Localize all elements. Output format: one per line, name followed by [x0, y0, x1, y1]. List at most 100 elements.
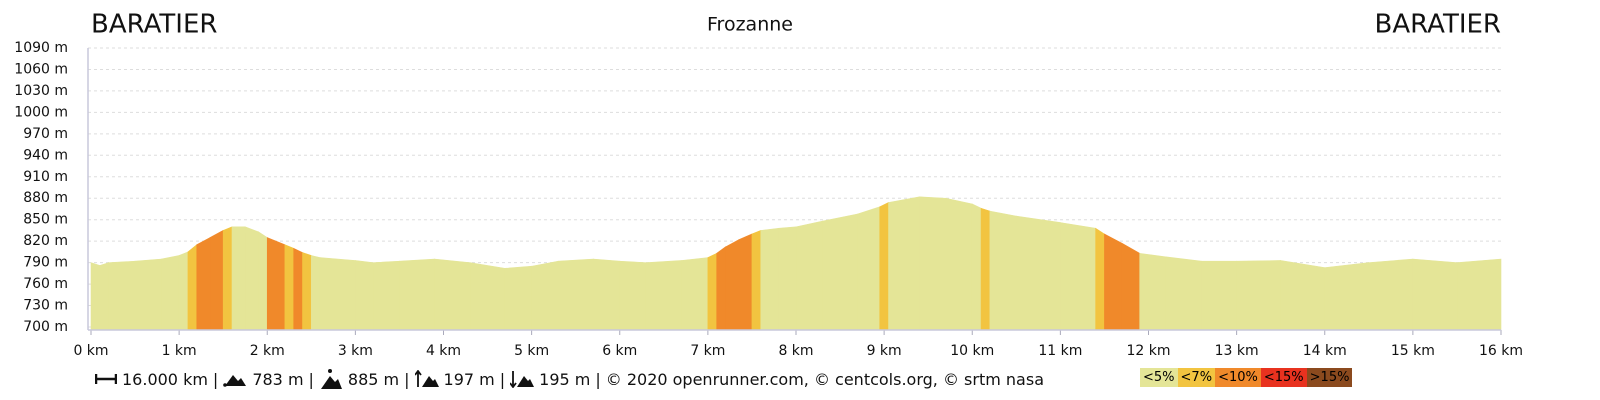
profile-segment	[1201, 260, 1237, 331]
profile-segment	[1324, 262, 1370, 331]
y-tick-label: 940 m	[23, 147, 68, 163]
x-tick-label: 9 km	[867, 343, 902, 359]
profile-segment	[1456, 258, 1502, 331]
ascent-icon	[414, 370, 439, 387]
profile-segment	[716, 246, 726, 331]
min-altitude: 783 m	[252, 369, 304, 389]
profile-segment	[434, 258, 471, 331]
chart: BARATIER Frozanne BARATIER 700 m 730 m 760…	[14, 10, 1523, 360]
x-tick-label: 1 km	[162, 343, 197, 359]
profile-segment	[738, 233, 753, 331]
descent: 195 m	[539, 369, 591, 389]
x-tick-label: 11 km	[1038, 343, 1082, 359]
y-tick-label: 1030 m	[14, 83, 68, 99]
profile-segment	[1104, 233, 1123, 331]
profile-segment	[1139, 252, 1167, 331]
profile-segment	[187, 244, 198, 331]
profile-segment	[857, 206, 881, 331]
chart-title: Frozanne	[707, 14, 793, 36]
profile-segment	[778, 226, 797, 331]
profile-segment	[222, 226, 233, 331]
profile-segment	[178, 251, 189, 331]
profile-segment	[1368, 258, 1414, 331]
profile-segment	[231, 226, 246, 331]
profile-segment	[822, 213, 858, 331]
profile-segment	[645, 260, 682, 331]
end-label: BARATIER	[1375, 10, 1501, 40]
profile-segment	[795, 220, 823, 331]
profile-segment	[681, 257, 709, 331]
separator: |	[308, 369, 314, 389]
min-altitude-icon	[223, 375, 247, 387]
profile-segment	[244, 226, 259, 331]
y-tick-label: 1000 m	[14, 104, 68, 120]
x-tick-label: 16 km	[1479, 343, 1523, 359]
profile-segment	[90, 262, 101, 331]
profile-segment	[919, 196, 947, 331]
profile-segment	[980, 207, 991, 331]
legend-item: <5%	[1140, 368, 1178, 387]
profile-segment	[1412, 258, 1458, 331]
profile-segment	[1060, 222, 1096, 331]
profile-segment	[971, 203, 982, 331]
y-tick-label: 730 m	[23, 298, 68, 314]
legend-item: <10%	[1215, 368, 1261, 387]
x-tick-label: 6 km	[602, 343, 637, 359]
ascent: 197 m	[443, 369, 495, 389]
x-tick-label: 8 km	[778, 343, 813, 359]
profile-segment	[888, 196, 920, 331]
profile-segment	[879, 202, 889, 331]
credits: © 2020 openrunner.com, © centcols.org, ©…	[605, 369, 1044, 389]
profile-segment	[504, 265, 532, 331]
x-tick-label: 0 km	[73, 343, 108, 359]
x-tick-label: 14 km	[1303, 343, 1347, 359]
profile-segment	[1016, 215, 1061, 331]
profile-segment	[760, 227, 779, 331]
x-tick-label: 10 km	[950, 343, 994, 359]
descent-icon	[510, 371, 535, 388]
stats: 16.000 km | 783 m | 885 m | 197 m | 195 …	[95, 368, 1044, 390]
profile-segment	[725, 239, 740, 331]
profile-segment	[1095, 227, 1105, 331]
profile-segment	[258, 231, 268, 331]
profile-segment	[707, 252, 717, 331]
profile-segment	[311, 255, 321, 331]
profile-segment	[469, 262, 506, 331]
profile-segment	[945, 197, 973, 331]
profile-segment	[134, 258, 162, 331]
profile-segment	[302, 252, 312, 331]
separator: |	[212, 369, 219, 389]
profile-segment	[1280, 260, 1326, 331]
profile-segment	[619, 260, 647, 331]
profile-segment	[1121, 242, 1140, 331]
profile-segment	[161, 255, 180, 331]
profile-segment	[266, 237, 286, 331]
y-tick-label: 850 m	[23, 212, 68, 228]
legend-item: <15%	[1260, 368, 1307, 387]
separator: |	[595, 369, 601, 389]
start-label: BARATIER	[91, 10, 217, 40]
profile-segment	[751, 229, 762, 331]
x-tick-label: 3 km	[338, 343, 373, 359]
profile-segment	[319, 257, 356, 331]
y-tick-label: 880 m	[23, 190, 68, 206]
y-tick-label: 790 m	[23, 255, 68, 271]
profile-segment	[1165, 256, 1202, 331]
y-tick-label: 910 m	[23, 169, 68, 185]
profile-segment	[399, 258, 435, 331]
profile-segment	[593, 258, 621, 331]
profile-segment	[989, 210, 1017, 331]
y-tick-label: 970 m	[23, 126, 68, 142]
profile-segment	[293, 247, 303, 331]
x-tick-label: 7 km	[690, 343, 725, 359]
profile-segment	[284, 244, 294, 331]
x-tick-label: 5 km	[514, 343, 549, 359]
profile-segment	[355, 260, 374, 331]
profile-segment	[531, 260, 559, 331]
profile-segment	[372, 260, 400, 331]
legend-item: >15%	[1306, 368, 1353, 387]
profile-segment	[1236, 260, 1281, 331]
distance-icon	[95, 374, 117, 384]
profile-segment	[209, 229, 224, 331]
